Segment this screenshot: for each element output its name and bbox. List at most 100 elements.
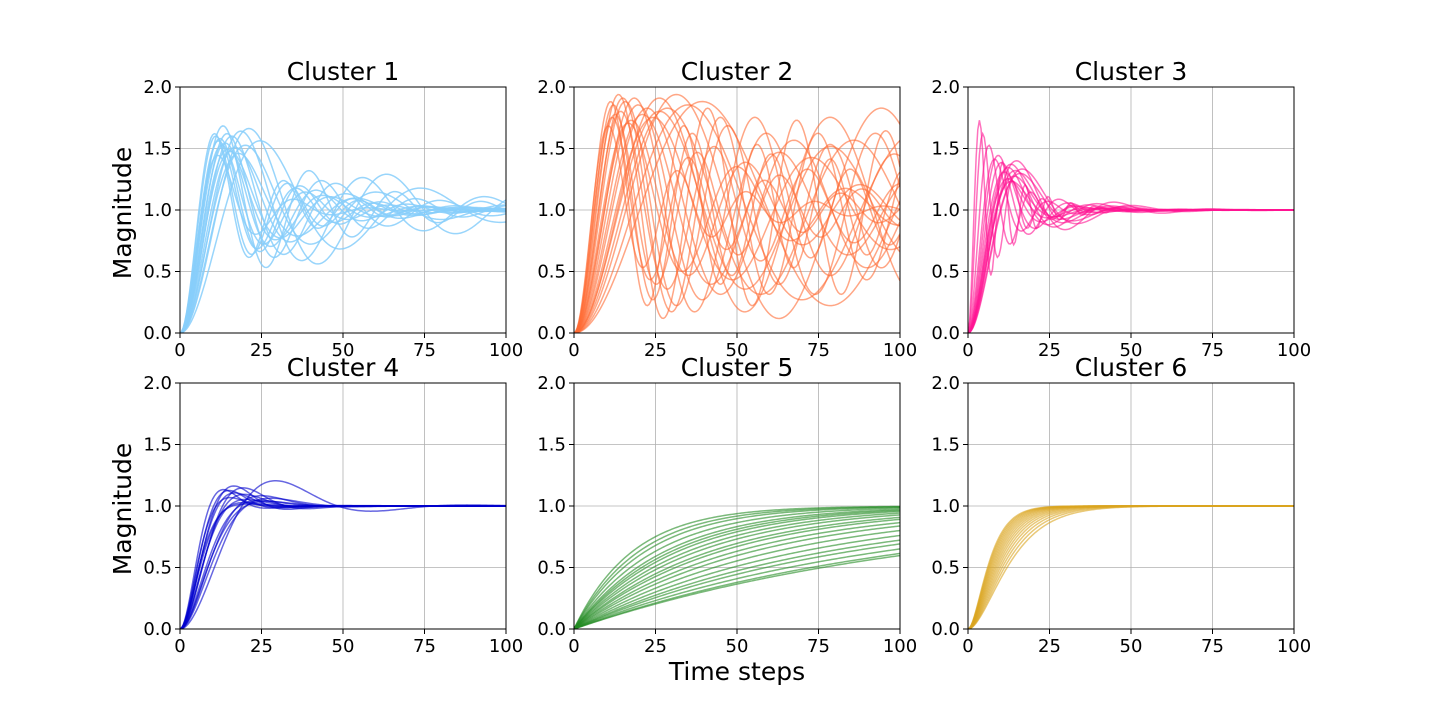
x-tick-label: 100 bbox=[1277, 636, 1311, 657]
series-line-6 bbox=[574, 509, 900, 629]
series-line-21 bbox=[574, 97, 900, 333]
series-line-16 bbox=[968, 169, 1294, 333]
series-line-15 bbox=[968, 505, 1294, 629]
x-tick-label: 75 bbox=[413, 340, 436, 361]
y-tick-label: 0.0 bbox=[537, 619, 566, 640]
y-tick-label: 1.0 bbox=[537, 496, 566, 517]
y-tick-label: 0.5 bbox=[143, 262, 172, 283]
x-tick-label: 75 bbox=[1201, 636, 1224, 657]
subplot-title: Cluster 2 bbox=[681, 57, 794, 86]
x-tick-label: 50 bbox=[726, 636, 749, 657]
series-line-20 bbox=[574, 554, 900, 629]
y-tick-label: 0.5 bbox=[143, 558, 172, 579]
subplot-1: 0 25 50 75 100 0.0 0.5 1.0 1.5 2.0 Cluster 1 bbox=[143, 57, 523, 361]
y-tick-label: 1.0 bbox=[143, 496, 172, 517]
series-line-14 bbox=[574, 529, 900, 629]
x-tick-label: 100 bbox=[883, 636, 917, 657]
y-tick-label: 0.5 bbox=[537, 262, 566, 283]
subplot-grid: 0 25 50 75 100 0.0 0.5 1.0 1.5 2.0 Cluster 1 0 25 50 7… bbox=[143, 57, 1311, 657]
series-group bbox=[968, 505, 1294, 629]
y-tick-label: 2.0 bbox=[931, 373, 960, 394]
series-line-17 bbox=[574, 543, 900, 629]
x-tick-label: 25 bbox=[1038, 636, 1061, 657]
x-tick-label: 50 bbox=[1120, 340, 1143, 361]
series-line-10 bbox=[574, 116, 900, 333]
series-line-10 bbox=[574, 516, 900, 629]
x-tick-label: 100 bbox=[1277, 340, 1311, 361]
x-tick-label: 0 bbox=[174, 636, 185, 657]
x-tick-label: 50 bbox=[332, 636, 355, 657]
y-tick-label: 0.0 bbox=[143, 619, 172, 640]
x-tick-label: 50 bbox=[726, 340, 749, 361]
x-tick-label: 75 bbox=[1201, 340, 1224, 361]
series-line-3 bbox=[574, 506, 900, 629]
x-tick-label: 25 bbox=[644, 340, 667, 361]
series-group bbox=[968, 120, 1294, 333]
subplot-3: 0 25 50 75 100 0.0 0.5 1.0 1.5 2.0 Cluster 3 bbox=[931, 57, 1311, 361]
x-tick-label: 0 bbox=[962, 340, 973, 361]
y-tick-label: 1.5 bbox=[143, 139, 172, 160]
subplot-5: 0 25 50 75 100 0.0 0.5 1.0 1.5 2.0 Cluster 5 bbox=[537, 353, 917, 657]
series-group bbox=[574, 93, 900, 333]
x-tick-label: 25 bbox=[250, 340, 273, 361]
series-line-9 bbox=[574, 514, 900, 629]
series-line-16 bbox=[574, 93, 900, 333]
series-line-19 bbox=[574, 100, 900, 333]
series-line-12 bbox=[574, 521, 900, 629]
series-line-2 bbox=[574, 506, 900, 629]
x-axis-label: Time steps bbox=[668, 657, 805, 686]
y-tick-label: 1.5 bbox=[143, 435, 172, 456]
x-tick-label: 100 bbox=[489, 340, 523, 361]
x-tick-label: 0 bbox=[568, 340, 579, 361]
y-tick-label: 2.0 bbox=[931, 77, 960, 98]
x-tick-label: 25 bbox=[644, 636, 667, 657]
series-line-7 bbox=[574, 510, 900, 629]
series-line-15 bbox=[180, 135, 506, 333]
series-line-11 bbox=[574, 104, 900, 333]
y-tick-label: 0.5 bbox=[931, 558, 960, 579]
subplot-title: Cluster 5 bbox=[681, 353, 794, 382]
x-tick-label: 100 bbox=[883, 340, 917, 361]
series-group bbox=[574, 505, 900, 629]
series-line-15 bbox=[574, 113, 900, 333]
series-line-16 bbox=[574, 539, 900, 629]
y-tick-label: 1.0 bbox=[931, 496, 960, 517]
subplot-title: Cluster 6 bbox=[1075, 353, 1188, 382]
series-line-15 bbox=[180, 479, 506, 629]
series-group bbox=[180, 125, 506, 333]
y-tick-label: 0.0 bbox=[143, 323, 172, 344]
y-tick-label: 0.0 bbox=[931, 619, 960, 640]
y-tick-label: 2.0 bbox=[143, 77, 172, 98]
series-line-15 bbox=[574, 534, 900, 629]
x-tick-label: 0 bbox=[962, 636, 973, 657]
series-line-18 bbox=[574, 104, 900, 333]
y-axis-label-top: Magnitude bbox=[108, 147, 137, 279]
subplot-title: Cluster 3 bbox=[1075, 57, 1188, 86]
subplot-title: Cluster 4 bbox=[287, 353, 400, 382]
series-line-18 bbox=[574, 548, 900, 629]
series-line-13 bbox=[574, 125, 900, 333]
series-line-18 bbox=[180, 132, 506, 333]
series-line-11 bbox=[180, 125, 506, 333]
series-line-13 bbox=[180, 127, 506, 333]
series-line-9 bbox=[180, 137, 506, 333]
subplot-title: Cluster 1 bbox=[287, 57, 400, 86]
x-tick-label: 25 bbox=[250, 636, 273, 657]
series-line-8 bbox=[574, 512, 900, 629]
series-line-11 bbox=[574, 518, 900, 629]
subplot-2: 0 25 50 75 100 0.0 0.5 1.0 1.5 2.0 Cluster 2 bbox=[537, 57, 917, 361]
series-line-22 bbox=[574, 116, 900, 333]
x-tick-label: 50 bbox=[1120, 636, 1143, 657]
series-line-20 bbox=[574, 110, 900, 333]
y-tick-label: 1.0 bbox=[143, 200, 172, 221]
y-tick-label: 1.5 bbox=[931, 435, 960, 456]
series-line-5 bbox=[574, 508, 900, 629]
y-tick-label: 1.5 bbox=[931, 139, 960, 160]
series-group bbox=[180, 479, 506, 629]
x-tick-label: 75 bbox=[807, 636, 830, 657]
y-axis-label-bottom: Magnitude bbox=[108, 443, 137, 575]
y-tick-label: 0.5 bbox=[537, 558, 566, 579]
y-tick-label: 1.0 bbox=[931, 200, 960, 221]
y-tick-label: 2.0 bbox=[537, 77, 566, 98]
